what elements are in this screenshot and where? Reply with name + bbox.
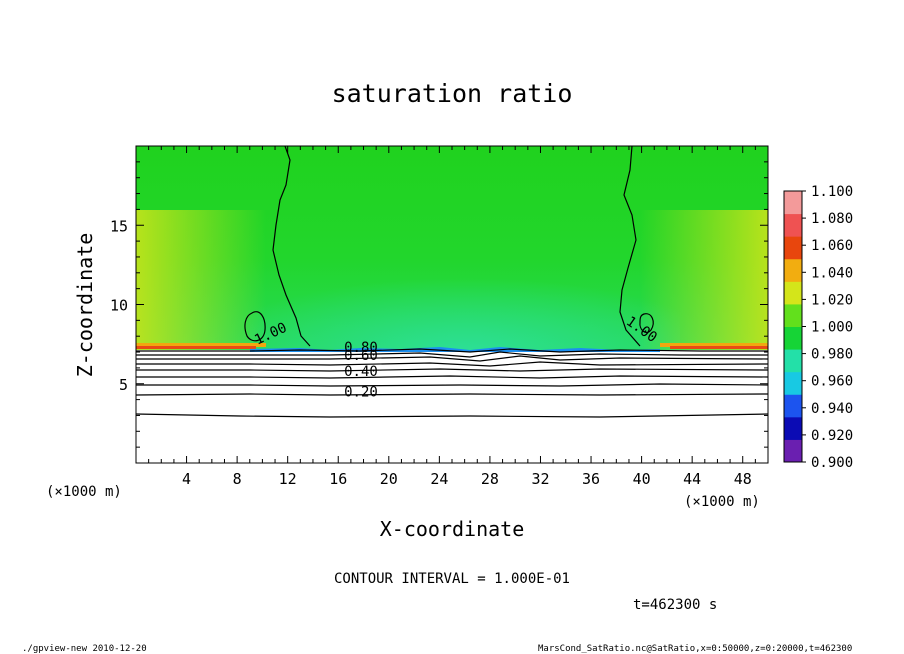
x-tick-label: 36 (582, 470, 600, 488)
colorbar-segment (784, 303, 802, 327)
colorbar-label: 0.920 (811, 428, 853, 444)
x-unit-right: (×1000 m) (684, 494, 760, 510)
x-tick-label: 8 (233, 470, 242, 488)
footer-right: MarsCond_SatRatio.nc@SatRatio,x=0:50000,… (538, 644, 852, 654)
contour-0-90 (136, 348, 768, 353)
contour-1-00-left-loop (244, 311, 266, 342)
y-tick-label: 5 (119, 376, 128, 394)
contour-0-80 (136, 351, 768, 358)
unsaturated-region (136, 350, 768, 463)
colorbar-segment (784, 439, 802, 463)
contour-0-70 (136, 355, 768, 362)
colorbar-label: 1.000 (811, 320, 853, 336)
y-axis-label: Z-coordinate (73, 233, 97, 378)
colorbar-label: 0.900 (811, 455, 853, 471)
x-axis-label: X-coordinate (380, 517, 525, 541)
contour-0-30 (136, 383, 768, 387)
plot-field (136, 146, 768, 463)
x-tick-label: 4 (182, 470, 191, 488)
x-tick-label: 12 (279, 470, 297, 488)
x-tick-label: 16 (329, 470, 347, 488)
colorbar-segment (784, 213, 802, 237)
colorbar-segment (784, 326, 802, 350)
chart-title: saturation ratio (332, 79, 573, 108)
colorbar-segment (784, 281, 802, 305)
orange-band-left (136, 343, 266, 347)
colorbar-segment (784, 236, 802, 260)
contour-1-00-left (272, 146, 311, 347)
colorbar-label: 1.060 (811, 238, 853, 254)
y-axis-ticks: 5 10 15 (110, 161, 768, 448)
time-label: t=462300 s (633, 597, 717, 613)
colorbar-segment (784, 371, 802, 395)
colorbar-label: 1.040 (811, 265, 853, 281)
colorbar-segment (784, 416, 802, 440)
colorbar: 1.100 1.080 1.060 1.040 1.020 1.000 0.980 0.960… (783, 184, 853, 471)
contour-interval-note: CONTOUR INTERVAL = 1.000E-01 (334, 571, 570, 587)
x-tick-label: 20 (380, 470, 398, 488)
red-band-left (136, 346, 256, 349)
colorbar-segment (784, 349, 802, 373)
x-tick-label: 32 (531, 470, 549, 488)
contour-0-40 (136, 375, 768, 379)
y-tick-label: 10 (110, 297, 128, 315)
colorbar-label: 0.960 (811, 374, 853, 390)
warm-left-edge (136, 210, 266, 350)
red-band-right (670, 346, 768, 349)
contour-0-60 (136, 361, 768, 367)
x-tick-label: 28 (481, 470, 499, 488)
contour-label: 0.20 (344, 384, 378, 400)
x-tick-label: 44 (683, 470, 701, 488)
y-tick-label: 15 (110, 217, 128, 235)
contour-0-10 (136, 413, 768, 418)
contour-lines (136, 146, 768, 418)
x-tick-label: 48 (734, 470, 752, 488)
x-axis-ticks: 4 8 12 16 20 24 28 32 36 40 44 48 (148, 146, 756, 488)
contour-1-00-right-loop (639, 313, 654, 334)
contour-1-00-right (619, 146, 641, 347)
contour-label: 0.40 (344, 364, 378, 380)
colorbar-label: 1.100 (811, 184, 853, 200)
warm-right-edge (640, 210, 768, 350)
colorbar-segment (784, 394, 802, 418)
contour-0-20 (136, 393, 768, 396)
contour-label: 0.80 (344, 340, 378, 356)
x-tick-label: 24 (430, 470, 448, 488)
colorbar-label: 0.980 (811, 347, 853, 363)
colorbar-label: 1.020 (811, 292, 853, 308)
cool-center-region (250, 230, 680, 350)
contour-0-50 (136, 368, 768, 372)
colorbar-segment (784, 191, 802, 215)
x-tick-label: 40 (633, 470, 651, 488)
orange-band-right (660, 343, 768, 347)
colorbar-segment (784, 258, 802, 282)
colorbar-label: 0.940 (811, 401, 853, 417)
contour-label: 0.60 (344, 348, 378, 364)
colorbar-label: 1.080 (811, 211, 853, 227)
footer-left: ./gpview-new 2010-12-20 (22, 644, 147, 654)
x-unit-left: (×1000 m) (46, 484, 122, 500)
